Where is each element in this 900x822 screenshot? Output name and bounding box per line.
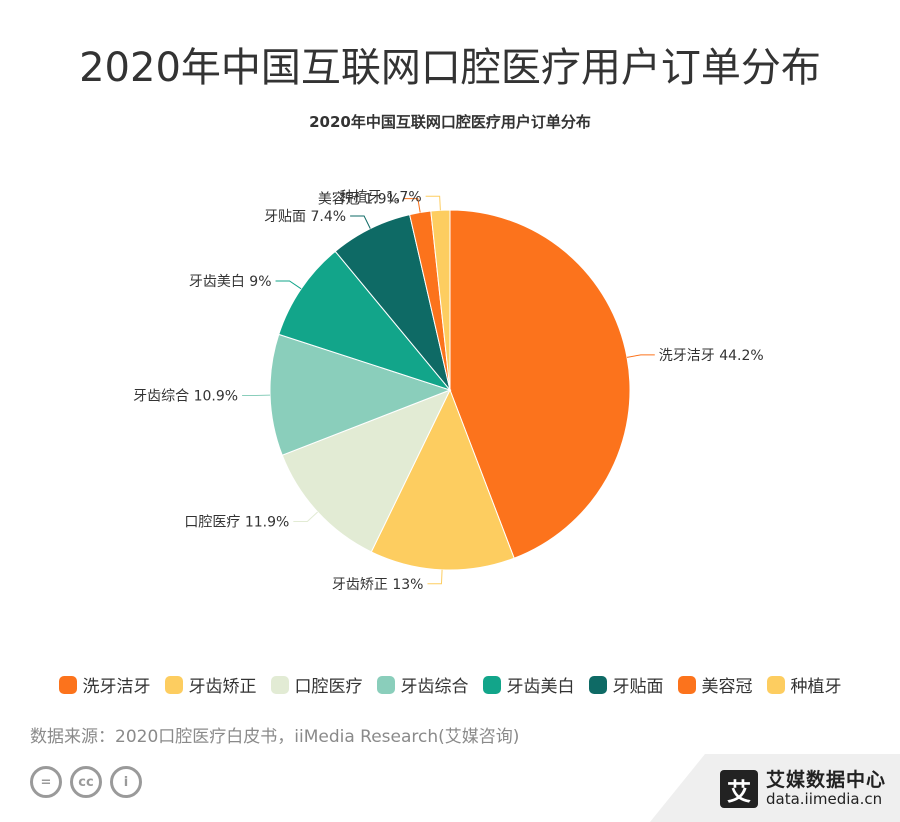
- data-label-4: 牙齿美白 9%: [189, 274, 272, 290]
- chart-legend: 洗牙洁牙 牙齿矫正 口腔医疗 牙齿综合 牙齿美白 牙贴面 美容冠 种植牙: [0, 672, 900, 697]
- legend-swatch-6: [677, 675, 696, 694]
- data-label-6: 美容冠 1.9%: [318, 191, 400, 208]
- legend-item-5: 牙贴面: [588, 672, 664, 697]
- legend-swatch-5: [588, 675, 607, 694]
- leader-line-7: [425, 195, 441, 211]
- data-label-0: 洗牙洁牙 44.2%: [659, 348, 764, 364]
- legend-swatch-4: [482, 675, 501, 694]
- nd-icon: =: [30, 766, 62, 798]
- leader-line-5: [350, 215, 371, 229]
- legend-item-1: 牙齿矫正: [164, 672, 257, 697]
- leader-line-1: [427, 569, 443, 585]
- cc-icon: cc: [70, 766, 102, 798]
- legend-swatch-0: [58, 675, 77, 694]
- data-label-1: 牙齿矫正 13%: [332, 577, 424, 593]
- data-label-5: 牙贴面 7.4%: [264, 209, 346, 225]
- license-icons: = cc i: [30, 766, 142, 798]
- legend-label-7: 种植牙: [790, 677, 842, 697]
- legend-item-6: 美容冠: [677, 672, 753, 697]
- legend-item-0: 洗牙洁牙: [58, 672, 151, 697]
- pie-slices: [269, 209, 631, 571]
- pie-slice-1: [370, 388, 515, 571]
- legend-item-4: 牙齿美白: [482, 672, 575, 697]
- leader-line-6: [403, 198, 421, 213]
- legend-label-3: 牙齿综合: [400, 677, 469, 697]
- pie-slice-0: [449, 209, 631, 559]
- legend-label-0: 洗牙洁牙: [82, 677, 151, 697]
- brand-url: data.iimedia.cn: [765, 790, 883, 809]
- data-label-3: 牙齿综合 10.9%: [133, 388, 238, 404]
- legend-swatch-2: [270, 675, 289, 694]
- legend-label-2: 口腔医疗: [294, 677, 363, 697]
- leader-line-0: [626, 354, 655, 358]
- legend-item-2: 口腔医疗: [270, 672, 363, 697]
- pie-chart: 2020年中国互联网口腔医疗用户订单分布 洗牙洁牙 44.2% 牙齿矫正 13% 口…: [133, 113, 764, 593]
- legend-label-5: 牙贴面: [612, 677, 664, 697]
- legend-swatch-7: [766, 675, 785, 694]
- pie-slice-4: [278, 250, 452, 392]
- legend-swatch-1: [164, 675, 183, 694]
- pie-slice-7: [430, 209, 451, 391]
- brand: 艾 艾媒数据中心 data.iimedia.cn: [719, 769, 886, 809]
- source-note: 数据来源：2020口腔医疗白皮书，iiMedia Research(艾媒咨询): [30, 727, 520, 747]
- pie-slice-2: [281, 389, 452, 553]
- data-label-7: 种植牙 1.7%: [340, 189, 422, 205]
- chart-title: 2020年中国互联网口腔医疗用户订单分布: [309, 113, 591, 131]
- legend-label-1: 牙齿矫正: [188, 677, 257, 697]
- brand-logo-icon: 艾: [719, 770, 758, 808]
- brand-name: 艾媒数据中心: [765, 769, 886, 792]
- attribution-icon: i: [110, 766, 142, 798]
- legend-label-6: 美容冠: [701, 677, 753, 697]
- pie-labels: 洗牙洁牙 44.2% 牙齿矫正 13% 口腔医疗 11.9% 牙齿综合 10.9% 牙齿…: [133, 189, 764, 593]
- leader-line-2: [293, 511, 318, 522]
- leader-line-4: [275, 280, 302, 290]
- legend-item-3: 牙齿综合: [376, 672, 469, 697]
- legend-label-4: 牙齿美白: [506, 677, 575, 697]
- page-title: 2020年中国互联网口腔医疗用户订单分布: [79, 45, 821, 91]
- legend-swatch-3: [376, 675, 395, 694]
- data-label-2: 口腔医疗 11.9%: [184, 514, 289, 530]
- legend-item-7: 种植牙: [766, 672, 842, 697]
